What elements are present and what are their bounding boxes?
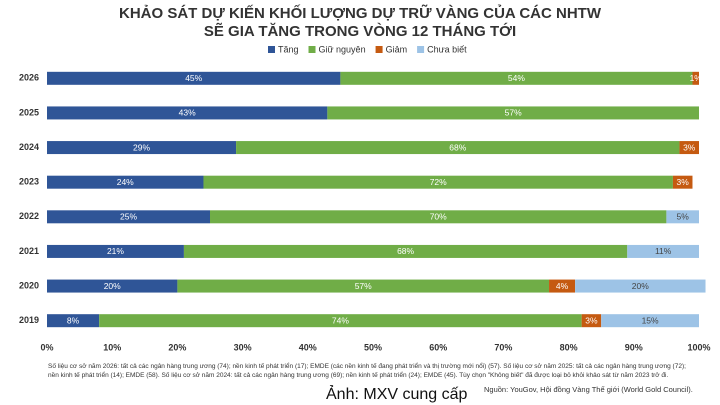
- data-label: 20%: [104, 281, 121, 291]
- data-label: 8%: [67, 315, 80, 325]
- x-tick-label: 100%: [687, 342, 710, 352]
- footnote: Số liệu cơ sở năm 2026: tất cả các ngân …: [48, 363, 686, 379]
- data-label: 45%: [185, 73, 202, 83]
- data-label: 20%: [632, 281, 649, 291]
- bar-segment: [666, 210, 699, 224]
- chart-subtitle: SẼ GIA TĂNG TRONG VÒNG 12 THÁNG TỚI: [204, 22, 516, 40]
- bar-segment: [327, 106, 699, 120]
- y-tick-label: 2025: [19, 107, 39, 117]
- y-tick-label: 2024: [19, 142, 39, 152]
- data-label: 11%: [655, 246, 672, 256]
- data-label: 15%: [642, 315, 659, 325]
- y-tick-label: 2023: [19, 177, 39, 187]
- data-label: 24%: [117, 177, 134, 187]
- x-tick-label: 0%: [40, 342, 53, 352]
- x-tick-label: 40%: [299, 342, 317, 352]
- bar-segment: [672, 175, 693, 189]
- data-label: 68%: [449, 142, 466, 152]
- bar-segment: [601, 314, 699, 328]
- legend-label: Giữ nguyên: [319, 44, 366, 54]
- bar-segment: [47, 244, 184, 258]
- bar-segment: [47, 314, 100, 328]
- source: Nguồn: YouGov, Hội đồng Vàng Thế giới (W…: [484, 385, 693, 394]
- legend-swatch: [417, 46, 425, 53]
- data-label: 72%: [430, 177, 447, 187]
- data-label: 74%: [332, 315, 349, 325]
- bar-segment: [47, 106, 328, 120]
- bar-segment: [177, 279, 550, 293]
- data-label: 3%: [683, 142, 696, 152]
- data-label: 4%: [556, 281, 569, 291]
- bar-segment: [210, 210, 667, 224]
- data-label: 57%: [355, 281, 372, 291]
- data-label: 3%: [585, 315, 598, 325]
- x-tick-label: 30%: [234, 342, 252, 352]
- bar-segment: [99, 314, 582, 328]
- legend-label: Giảm: [386, 44, 408, 54]
- bar-segment: [47, 71, 341, 85]
- x-tick-label: 10%: [103, 342, 121, 352]
- data-label: 68%: [397, 246, 414, 256]
- data-label: 3%: [677, 177, 690, 187]
- bar-segment: [627, 244, 699, 258]
- bar-segment: [581, 314, 602, 328]
- legend-swatch: [375, 46, 383, 53]
- y-tick-label: 2022: [19, 211, 39, 221]
- bar-segment: [575, 279, 706, 293]
- data-label: 57%: [505, 108, 522, 118]
- caption: Ảnh: MXV cung cấp: [326, 386, 468, 403]
- bar-segment: [692, 71, 699, 85]
- data-label: 70%: [430, 212, 447, 222]
- data-label: 5%: [677, 212, 690, 222]
- y-tick-label: 2020: [19, 280, 39, 290]
- x-tick-label: 50%: [364, 342, 382, 352]
- x-tick-label: 90%: [625, 342, 643, 352]
- data-label: 43%: [179, 108, 196, 118]
- chart-title: KHẢO SÁT DỰ KIẾN KHỐI LƯỢNG DỰ TRỮ VÀNG …: [119, 4, 602, 22]
- bar-segment: [47, 175, 204, 189]
- data-label: 25%: [120, 212, 137, 222]
- x-tick-label: 20%: [168, 342, 186, 352]
- legend-label: Chưa biết: [427, 44, 467, 54]
- data-label: 1%: [690, 73, 703, 83]
- x-tick-label: 80%: [560, 342, 578, 352]
- legend-swatch: [308, 46, 316, 53]
- y-tick-label: 2019: [19, 315, 39, 325]
- y-tick-label: 2026: [19, 73, 39, 83]
- data-label: 21%: [107, 246, 124, 256]
- bar-segment: [47, 279, 178, 293]
- bar-segment: [679, 141, 699, 155]
- y-tick-label: 2021: [19, 246, 39, 256]
- legend-label: Tăng: [278, 44, 299, 54]
- bar-segment: [203, 175, 673, 189]
- bar-segment: [47, 210, 210, 224]
- bar-segment: [236, 141, 680, 155]
- bar-segment: [47, 141, 237, 155]
- bar-segment: [183, 244, 628, 258]
- data-label: 54%: [508, 73, 525, 83]
- x-tick-label: 60%: [429, 342, 447, 352]
- bar-segment: [549, 279, 576, 293]
- legend-swatch: [268, 46, 275, 53]
- x-tick-label: 70%: [494, 342, 512, 352]
- data-label: 29%: [133, 142, 150, 152]
- bar-segment: [340, 71, 693, 85]
